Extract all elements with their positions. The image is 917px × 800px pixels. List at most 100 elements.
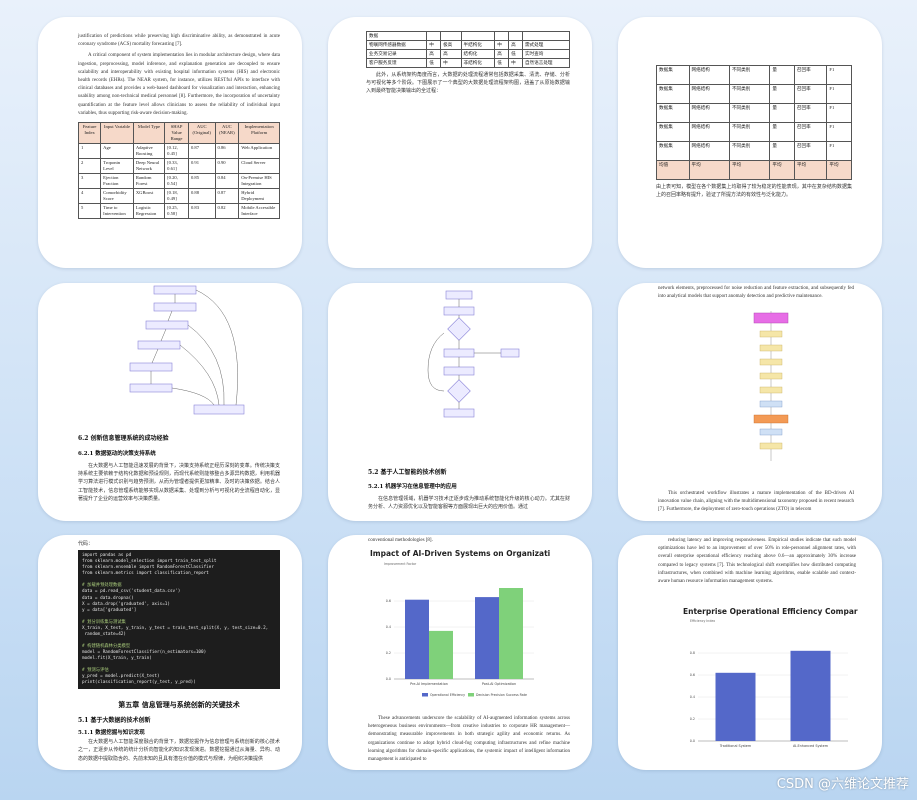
table-header-cell: Model Type (132, 122, 166, 145)
y-tick-label: 0.6 (386, 599, 391, 603)
bar (499, 588, 523, 679)
table-cell: 量 (769, 141, 795, 161)
paragraph: 在大数据与人工智能迅速发展的背景下，决策支持系统正经历深刻的变革。传统决策支持系… (78, 464, 280, 502)
paragraph: These advancements underscore the scalab… (368, 716, 570, 763)
y-tick-label: 0.6 (690, 673, 695, 677)
table-cell (494, 31, 510, 41)
paragraph: conventional methodologies [8]. (368, 538, 433, 543)
table-cell: 0.83 (187, 203, 216, 220)
paragraph: justification of predictions while prese… (78, 34, 280, 48)
table-row: 3 Ejection Fraction Random Forest [0.20, 0.… (77, 173, 280, 190)
table-cell: 数据集 (656, 103, 690, 123)
table-cell: 0.91 (187, 158, 216, 175)
table-cell: 2 (77, 158, 102, 175)
table-cell: Hybrid Deployment (238, 188, 280, 205)
page-thumbnail-9[interactable]: reducing latency and improving responsiv… (618, 535, 882, 770)
bar (790, 650, 831, 741)
paragraph: network elements, preprocessed for noise… (658, 286, 854, 300)
table-cell: 业务交易记录 (365, 49, 428, 59)
table-cell: F1 (826, 122, 852, 142)
table-cell: 实时查询 (521, 49, 571, 59)
code-line: # 构建随机森林分类模型 (82, 643, 131, 649)
table-cell: Adaptive Boosting (132, 143, 166, 160)
bar (475, 597, 499, 679)
table-cell: 0.87 (214, 188, 240, 205)
paragraph: 在大数据与人工智能深度融合的背景下，数据挖掘作为信息管理与系统创新的核心技术之一… (78, 740, 280, 762)
table-cell: 半结构化 (460, 40, 496, 50)
watermark: CSDN @六维论文推荐 (776, 777, 909, 792)
page-thumbnail-6[interactable]: network elements, preprocessed for noise… (618, 283, 882, 521)
axis-label: Improvement Factor (384, 562, 417, 566)
table-cell: Comorbidity Score (100, 188, 134, 205)
table-cell: 不同类别 (728, 65, 771, 85)
table-cell: 0.86 (214, 143, 240, 160)
table-cell (440, 31, 462, 41)
section-heading: 5.2 基于人工智能的技术创新 (368, 469, 447, 476)
table-cell: 0.88 (187, 188, 216, 205)
table-cell: 0.90 (214, 158, 240, 175)
table-cell: Ejection Fraction (100, 173, 134, 190)
paragraph: reducing latency and improving responsiv… (658, 538, 856, 585)
code-line: # 加载并预处理数据 (82, 583, 122, 589)
code-line: random_state=42) (82, 631, 126, 637)
table-cell: 平均 (793, 160, 828, 180)
table-cell: 量 (769, 122, 795, 142)
bar-chart: Enterprise Operational Efficiency Compar… (683, 607, 858, 748)
table-cell: 不同类别 (728, 84, 771, 104)
table-cell: [0.25, 0.58] (164, 203, 189, 220)
table-cell: 4 (77, 188, 102, 205)
code-line: model.fit(X_train, y_train) (82, 656, 152, 661)
bar (715, 672, 756, 741)
subsection-heading: 5.2.1 机器学习在信息管理中的应用 (368, 484, 457, 490)
table-cell: 数据集 (656, 65, 690, 85)
page-thumbnail-7[interactable]: 代码： import pandas as pd from sklearn.mode… (38, 535, 302, 770)
page-thumbnail-1[interactable]: justification of predictions while prese… (38, 17, 302, 268)
page-thumbnail-5[interactable]: 5.2 基于人工智能的技术创新 5.2.1 机器学习在信息管理中的应用 在信息管… (328, 283, 592, 521)
code-line: data = data.dropna() (82, 595, 134, 601)
page-thumbnail-4[interactable]: 6.2 创新信息管理系统的成功经验 6.2.1 数据驱动的决策支持系统 在大数据… (38, 283, 302, 521)
table-cell: Troponin Level (100, 158, 134, 175)
table-cell: 不同类别 (728, 103, 771, 123)
table-cell: 不同类别 (728, 122, 771, 142)
table-cell: 极高 (440, 40, 462, 50)
table-row: 数据集 网络结构 不同类别量召回率 F1 (656, 141, 852, 161)
table-cell: 低 (508, 49, 523, 59)
table-cell: Cloud Server (238, 158, 280, 175)
table-cell: 平均 (769, 160, 795, 180)
table-cell: 均值 (656, 160, 690, 180)
table-cell (521, 31, 571, 41)
page-thumbnail-3[interactable]: 数据集 网络结构 不同类别量召回率 F1 数据集 网络结构 不同类别量召回率 F1 数据集 网络结… (618, 17, 882, 268)
table-cell: On-Premise HIS Integration (238, 173, 280, 190)
code-line: data = pd.read_csv('student_data.csv') (82, 589, 181, 595)
bar (429, 630, 453, 679)
x-tick-label: Post-AI Optimization (482, 682, 516, 686)
table-row: 数据集 网络结构 不同类别量召回率 F1 (656, 103, 852, 123)
axis-label: Efficiency Index (690, 619, 715, 623)
subsection-heading: 5.1.1 数据挖掘与知识发现 (78, 730, 145, 737)
table-cell: 量 (769, 65, 795, 85)
table-cell: 数据集 (656, 141, 690, 161)
metrics-table: 数据集 网络结构 不同类别量召回率 F1 数据集 网络结构 不同类别量召回率 F1 数据集 网络结… (656, 65, 852, 180)
table-header-cell: AUC (NEAR) (214, 122, 240, 145)
x-tick-label: Pre-AI Implementation (410, 682, 448, 686)
table-cell: Random Forest (132, 173, 166, 190)
table-cell: 高 (440, 49, 462, 59)
table-cell: [0.20, 0.54] (164, 173, 189, 190)
code-line: # 划分训练集与测试集 (82, 619, 126, 625)
y-tick-label: 0.4 (386, 625, 391, 629)
table-row: 1 Age Adaptive Boosting [0.12, 0.45] 0.87 0.8… (77, 143, 280, 160)
code-intro: 代码： (78, 542, 94, 547)
bar-chart: Impact of AI-Driven Systems on Organizat… (370, 549, 550, 697)
table-cell: 非结构化 (460, 58, 496, 68)
table-cell: 客户服务反馈 (365, 58, 428, 68)
table-footer-row: 均值 平均 平均 平均 平均 平均 (656, 160, 852, 180)
chart-title: Impact of AI-Driven Systems on Organizat… (370, 549, 550, 558)
table-cell: 中 (440, 58, 462, 68)
table-cell: Web Application (238, 143, 280, 160)
page-thumbnail-8[interactable]: conventional methodologies [8]. Impact o… (328, 535, 592, 770)
table-row: 数据集 网络结构 不同类别量召回率 F1 (656, 122, 852, 142)
page-thumbnail-2[interactable]: 数据 物联网传感器数据中极高 半结构化中高需式处理 业务交易记录高高结构化高低实时查询… (328, 17, 592, 268)
table-cell: 物联网传感器数据 (365, 40, 428, 50)
table-cell (508, 31, 523, 41)
paragraph: 在信息管理领域，机器学习技术正逐步成为推动系统智能化升级的核心动力。尤其在财务分… (368, 497, 570, 511)
